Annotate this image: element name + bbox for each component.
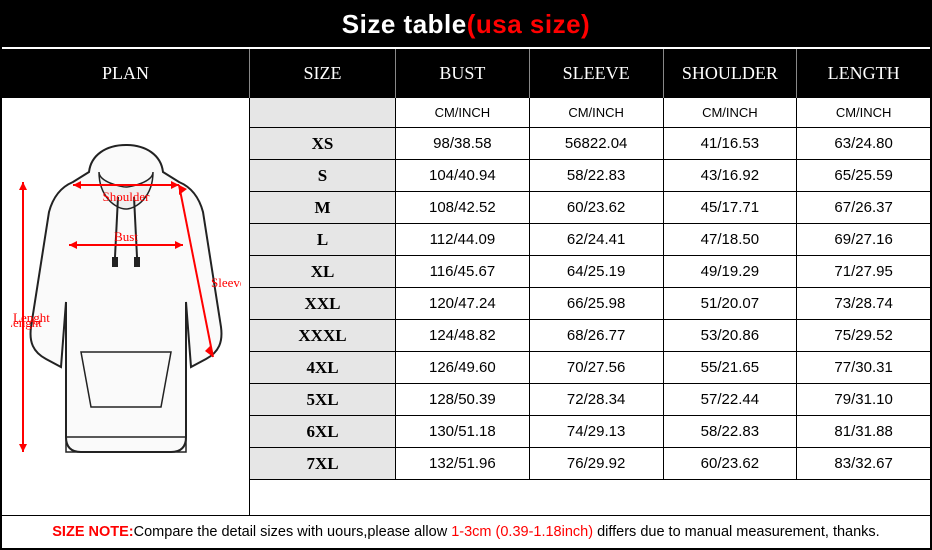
- diagram-label-sleeve: Sleeve: [211, 275, 241, 290]
- note-highlight: 1-3cm (0.39-1.18inch): [451, 524, 593, 540]
- cell-length: 63/24.80: [797, 128, 930, 160]
- size-chart: Size table(usa size) PLAN SIZE BUST SLEE…: [0, 0, 932, 550]
- cell-shoulder: 45/17.71: [664, 192, 798, 224]
- diagram-label-shoulder: Shoulder: [102, 189, 150, 204]
- cell-shoulder: 53/20.86: [664, 320, 798, 352]
- rows-mount: XS98/38.5856822.0441/16.5363/24.80S104/4…: [250, 128, 930, 480]
- cell-size: S: [250, 160, 396, 192]
- cell-shoulder: 57/22.44: [664, 384, 798, 416]
- cell-sleeve: 56822.04: [530, 128, 664, 160]
- header-plan: PLAN: [2, 49, 250, 98]
- table-row: XS98/38.5856822.0441/16.5363/24.80: [250, 128, 930, 160]
- cell-length: 73/28.74: [797, 288, 930, 320]
- unit-shoulder: CM/INCH: [664, 98, 798, 128]
- cell-bust: 120/47.24: [396, 288, 530, 320]
- cell-size: XL: [250, 256, 396, 288]
- svg-text:Lenght: Lenght: [13, 310, 50, 325]
- cell-size: 4XL: [250, 352, 396, 384]
- cell-shoulder: 43/16.92: [664, 160, 798, 192]
- cell-length: 67/26.37: [797, 192, 930, 224]
- note-text2: differs due to manual measurement, thank…: [593, 524, 880, 540]
- cell-bust: 104/40.94: [396, 160, 530, 192]
- cell-length: 81/31.88: [797, 416, 930, 448]
- cell-shoulder: 55/21.65: [664, 352, 798, 384]
- title-prefix: Size table: [342, 9, 467, 39]
- title-bar: Size table(usa size): [2, 2, 930, 47]
- cell-size: XS: [250, 128, 396, 160]
- cell-length: 65/25.59: [797, 160, 930, 192]
- cell-shoulder: 49/19.29: [664, 256, 798, 288]
- cell-sleeve: 70/27.56: [530, 352, 664, 384]
- cell-sleeve: 60/23.62: [530, 192, 664, 224]
- cell-size: M: [250, 192, 396, 224]
- unit-length: CM/INCH: [797, 98, 930, 128]
- size-note: SIZE NOTE:Compare the detail sizes with …: [2, 515, 930, 548]
- table-row: M108/42.5260/23.6245/17.7167/26.37: [250, 192, 930, 224]
- cell-length: 83/32.67: [797, 448, 930, 480]
- cell-sleeve: 68/26.77: [530, 320, 664, 352]
- table-row: XXXL124/48.8268/26.7753/20.8675/29.52: [250, 320, 930, 352]
- cell-size: L: [250, 224, 396, 256]
- cell-bust: 126/49.60: [396, 352, 530, 384]
- header-row: PLAN SIZE BUST SLEEVE SHOULDER LENGTH: [2, 47, 930, 98]
- table-row: S104/40.9458/22.8343/16.9265/25.59: [250, 160, 930, 192]
- cell-bust: 132/51.96: [396, 448, 530, 480]
- table-zone: CM/INCH CM/INCH CM/INCH CM/INCH XS98/38.…: [250, 98, 930, 515]
- note-label: SIZE NOTE:: [52, 524, 133, 540]
- cell-sleeve: 66/25.98: [530, 288, 664, 320]
- cell-bust: 112/44.09: [396, 224, 530, 256]
- body-area: Shoulder Bust Lenght Lenght Sleev: [2, 98, 930, 515]
- table-row: 5XL128/50.3972/28.3457/22.4479/31.10: [250, 384, 930, 416]
- title-accent: (usa size): [467, 9, 591, 39]
- cell-length: 79/31.10: [797, 384, 930, 416]
- table-row: 4XL126/49.6070/27.5655/21.6577/30.31: [250, 352, 930, 384]
- cell-shoulder: 58/22.83: [664, 416, 798, 448]
- cell-length: 71/27.95: [797, 256, 930, 288]
- cell-sleeve: 64/25.19: [530, 256, 664, 288]
- cell-shoulder: 51/20.07: [664, 288, 798, 320]
- unit-size-blank: [250, 98, 396, 128]
- cell-sleeve: 62/24.41: [530, 224, 664, 256]
- note-text1: Compare the detail sizes with uours,plea…: [134, 524, 452, 540]
- cell-sleeve: 72/28.34: [530, 384, 664, 416]
- cell-size: 6XL: [250, 416, 396, 448]
- cell-size: XXXL: [250, 320, 396, 352]
- cell-size: XXL: [250, 288, 396, 320]
- unit-row: CM/INCH CM/INCH CM/INCH CM/INCH: [250, 98, 930, 128]
- cell-bust: 98/38.58: [396, 128, 530, 160]
- cell-sleeve: 58/22.83: [530, 160, 664, 192]
- header-size: SIZE: [250, 49, 396, 98]
- cell-shoulder: 60/23.62: [664, 448, 798, 480]
- unit-bust: CM/INCH: [396, 98, 530, 128]
- cell-sleeve: 76/29.92: [530, 448, 664, 480]
- cell-sleeve: 74/29.13: [530, 416, 664, 448]
- cell-bust: 124/48.82: [396, 320, 530, 352]
- plan-diagram-cell: Shoulder Bust Lenght Lenght Sleev: [2, 98, 250, 515]
- header-shoulder: SHOULDER: [664, 49, 798, 98]
- cell-size: 5XL: [250, 384, 396, 416]
- cell-length: 75/29.52: [797, 320, 930, 352]
- cell-length: 69/27.16: [797, 224, 930, 256]
- cell-size: 7XL: [250, 448, 396, 480]
- cell-bust: 108/42.52: [396, 192, 530, 224]
- unit-sleeve: CM/INCH: [530, 98, 664, 128]
- header-length: LENGTH: [797, 49, 930, 98]
- header-bust: BUST: [396, 49, 530, 98]
- header-sleeve: SLEEVE: [530, 49, 664, 98]
- cell-bust: 128/50.39: [396, 384, 530, 416]
- table-row: XXL120/47.2466/25.9851/20.0773/28.74: [250, 288, 930, 320]
- cell-shoulder: 41/16.53: [664, 128, 798, 160]
- table-row: XL116/45.6764/25.1949/19.2971/27.95: [250, 256, 930, 288]
- table-row: 6XL130/51.1874/29.1358/22.8381/31.88: [250, 416, 930, 448]
- cell-bust: 130/51.18: [396, 416, 530, 448]
- table-row: 7XL132/51.9676/29.9260/23.6283/32.67: [250, 448, 930, 480]
- cell-length: 77/30.31: [797, 352, 930, 384]
- cell-shoulder: 47/18.50: [664, 224, 798, 256]
- diagram-label-bust: Bust: [114, 229, 138, 244]
- hoodie-diagram: Shoulder Bust Lenght Lenght Sleev: [11, 127, 241, 487]
- cell-bust: 116/45.67: [396, 256, 530, 288]
- table-row: L112/44.0962/24.4147/18.5069/27.16: [250, 224, 930, 256]
